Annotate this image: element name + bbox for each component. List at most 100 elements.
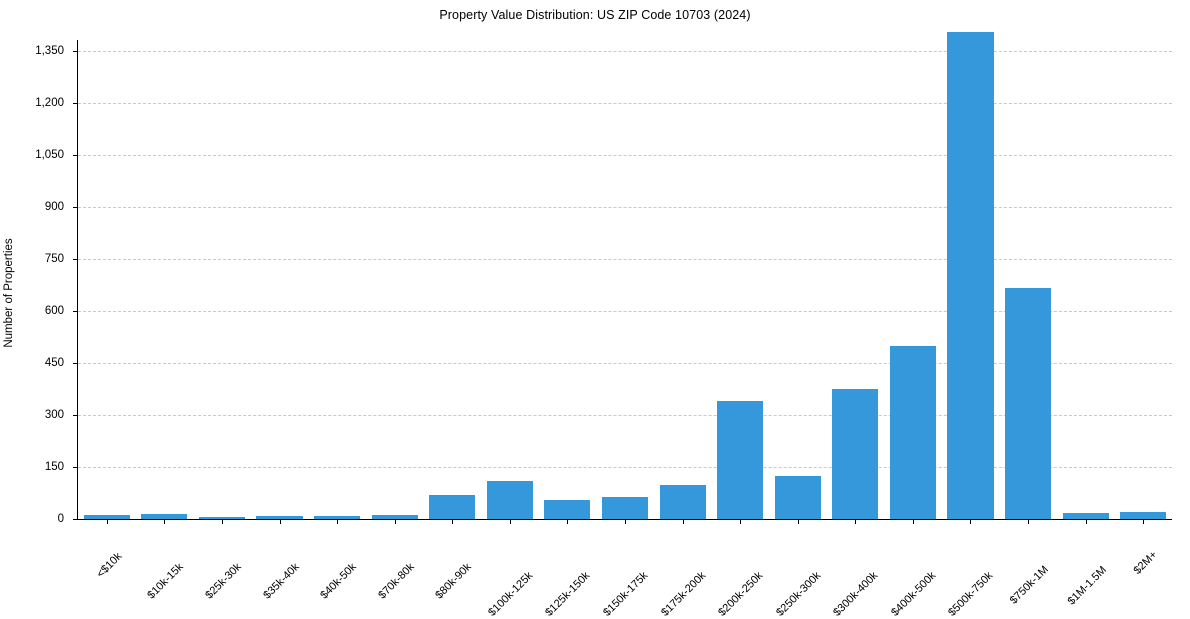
x-tick-label: $500k-750k	[947, 529, 1036, 619]
chart-figure: Property Value Distribution: US ZIP Code…	[3, 8, 1179, 619]
x-tick-label-text: <$10k	[94, 550, 125, 581]
bar	[141, 514, 188, 519]
y-tick-label: 600	[44, 305, 64, 317]
x-tick-mark	[855, 520, 857, 524]
bar	[659, 485, 706, 519]
y-tick-label: 1,350	[35, 45, 64, 57]
x-tick-label: $2M+	[1132, 529, 1179, 577]
y-tick-mark	[73, 467, 77, 468]
bar-series	[78, 31, 1172, 519]
x-tick-label-text: $10k-15k	[145, 561, 187, 602]
y-tick-mark	[73, 259, 77, 260]
x-tick-label: $100k-125k	[486, 529, 576, 619]
x-tick-label: $150k-175k	[601, 529, 691, 619]
y-tick-label: 150	[44, 461, 64, 473]
y-axis-spine	[77, 40, 78, 520]
bar	[486, 480, 533, 519]
y-tick-label: 1,200	[35, 97, 64, 109]
bar	[1005, 288, 1052, 519]
bar	[1120, 511, 1167, 519]
x-tick-mark	[797, 520, 799, 524]
y-tick-mark	[73, 207, 77, 208]
x-tick-label-text: $200k-250k	[716, 569, 766, 619]
x-tick-label-text: $35k-40k	[260, 561, 302, 602]
bar	[198, 516, 245, 519]
bar	[774, 476, 821, 519]
y-tick-mark	[73, 415, 77, 416]
bar	[314, 515, 361, 519]
y-tick-label: 0	[57, 513, 64, 525]
x-tick-label: $25k-30k	[203, 529, 275, 601]
y-tick-label: 750	[44, 253, 64, 265]
x-axis-spine	[78, 519, 1172, 520]
bar	[371, 514, 418, 519]
x-tick-label-text: $300k-400k	[831, 569, 881, 619]
x-tick-mark	[912, 520, 914, 524]
x-tick-label-text: $25k-30k	[203, 561, 244, 602]
x-tick-label-text: $125k-150k	[543, 569, 593, 619]
bar	[717, 401, 764, 519]
x-tick-label-text: $250k-300k	[773, 569, 824, 619]
x-tick-mark	[1085, 520, 1087, 524]
x-tick-label: $400k-500k	[889, 529, 979, 619]
x-tick-label-text: $2M+	[1131, 548, 1160, 577]
y-tick-label: 300	[44, 409, 64, 421]
x-tick-label-text: $70k-80k	[375, 561, 417, 602]
bar	[832, 389, 879, 519]
bar	[83, 515, 130, 519]
y-tick-mark	[73, 311, 77, 312]
x-tick-label-text: $400k-500k	[889, 569, 939, 619]
y-tick-mark	[73, 519, 77, 520]
x-tick-label: $750k-1M	[1008, 529, 1085, 607]
x-tick-label-text: $40k-50k	[318, 561, 359, 602]
x-tick-label: $125k-150k	[544, 529, 633, 619]
x-tick-mark	[682, 520, 684, 524]
x-tick-mark	[394, 520, 396, 524]
x-tick-label-text: $750k-1M	[1007, 563, 1051, 607]
x-tick-mark	[106, 520, 108, 524]
x-tick-label: $40k-50k	[318, 529, 390, 601]
x-tick-mark	[279, 520, 281, 524]
x-tick-mark	[567, 520, 569, 524]
x-tick-label-text: $80k-90k	[433, 561, 474, 602]
x-tick-label: $10k-15k	[146, 529, 218, 601]
bar	[1062, 512, 1109, 519]
x-tick-label-text: $175k-200k	[658, 569, 708, 619]
x-tick-mark	[164, 520, 166, 524]
x-tick-mark	[625, 520, 626, 524]
x-tick-label-text: $150k-175k	[601, 569, 651, 619]
x-tick-label-text: $100k-125k	[486, 569, 536, 619]
bar	[429, 495, 476, 519]
chart-title: Property Value Distribution: US ZIP Code…	[439, 8, 751, 22]
x-tick-mark	[1028, 520, 1030, 524]
y-tick-mark	[73, 103, 77, 104]
bar	[947, 31, 994, 519]
x-tick-label: <$10k	[94, 529, 146, 580]
bar	[889, 345, 936, 519]
bar	[256, 515, 303, 519]
y-tick-label: 450	[44, 357, 64, 369]
x-tick-label-text: $500k-750k	[946, 569, 996, 619]
y-tick-label: 1,050	[35, 149, 64, 161]
bar	[544, 499, 591, 519]
bar	[601, 497, 649, 519]
x-tick-mark	[740, 520, 742, 524]
x-tick-mark	[337, 520, 339, 524]
x-tick-mark	[970, 520, 972, 524]
plot-area	[78, 31, 1172, 519]
x-tick-label: $175k-200k	[659, 529, 748, 619]
x-tick-mark	[509, 520, 511, 524]
x-tick-label: $80k-90k	[434, 529, 506, 601]
x-tick-label: $300k-400k	[831, 529, 921, 619]
x-tick-label: $250k-300k	[774, 529, 864, 619]
x-tick-label: $35k-40k	[261, 529, 333, 601]
y-tick-mark	[73, 155, 77, 156]
x-tick-label-text: $1M-1.5M	[1065, 564, 1109, 608]
y-tick-mark	[73, 51, 77, 52]
x-tick-mark	[452, 520, 454, 524]
x-tick-mark	[221, 520, 223, 524]
x-tick-mark	[1143, 520, 1145, 524]
y-tick-mark	[73, 363, 77, 364]
y-axis-label-text: Number of Properties	[3, 238, 15, 348]
y-tick-label: 900	[44, 201, 64, 213]
